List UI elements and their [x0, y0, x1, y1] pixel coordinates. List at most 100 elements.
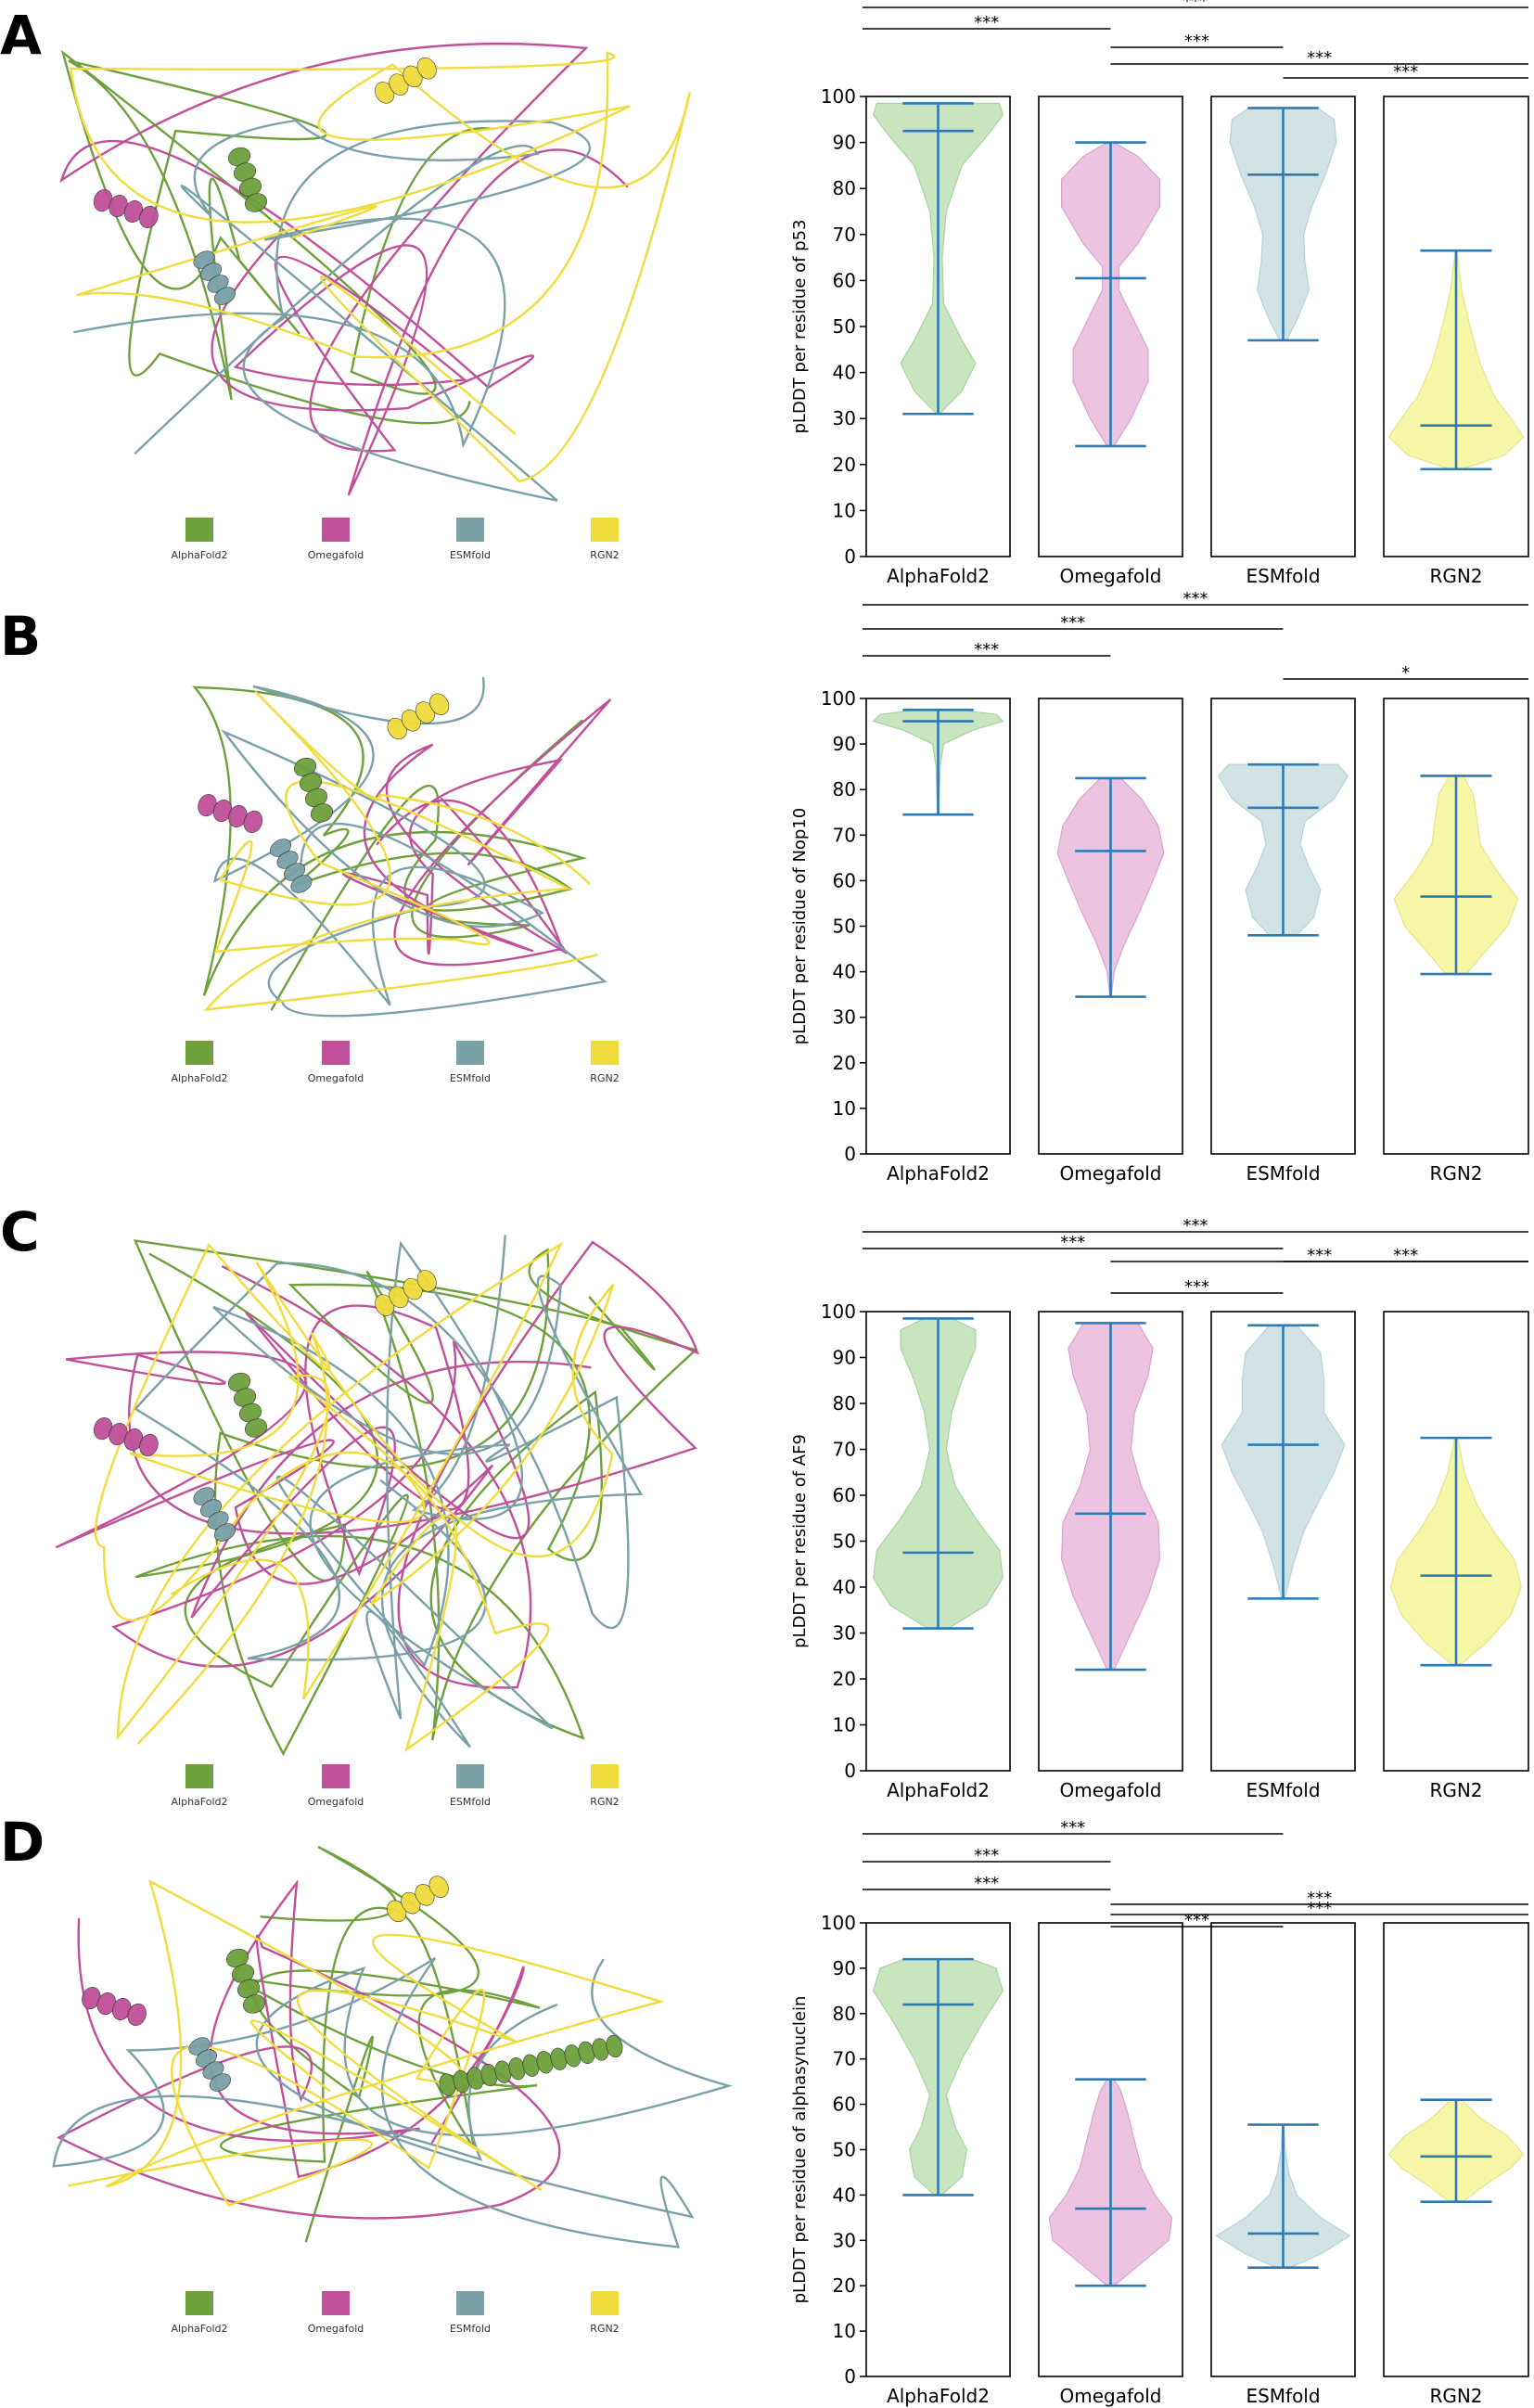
significance-label: ***	[1183, 0, 1208, 11]
structure-panel-C: C AlphaFold2 Omegafold ESMfold RGN2	[0, 1200, 699, 1808]
y-tick-label: 80	[833, 2003, 856, 2025]
legend-label: Omegafold	[308, 2323, 364, 2335]
significance-label: ***	[1060, 613, 1085, 633]
y-tick-label: 50	[833, 916, 856, 938]
y-tick-label: 30	[833, 2229, 856, 2251]
significance-label: ***	[1393, 1246, 1418, 1265]
chart-layer: pLDDT per residue of p53 0 10 20 30 40 50 60 70 8…	[790, 0, 1529, 2407]
ribbon-3	[70, 51, 691, 483]
helix-icon	[227, 147, 268, 212]
panel-letter: A	[0, 4, 42, 67]
y-tick-label: 50	[833, 1531, 856, 1553]
legend: AlphaFold2 Omegafold ESMfold RGN2	[172, 518, 620, 561]
y-tick-label: 90	[833, 1957, 856, 1979]
x-tick-label: ESMfold	[1246, 1779, 1320, 1801]
y-tick-label: 70	[833, 2048, 856, 2070]
x-tick-label: RGN2	[1429, 1162, 1482, 1185]
panel-letter: D	[0, 1811, 45, 1874]
helix-icon	[93, 1416, 159, 1457]
subplot-frame	[865, 1311, 1011, 1772]
violin-ESMfold: ESMfold	[1210, 698, 1356, 1185]
ribbon-2	[73, 119, 592, 502]
significance-label: ***	[974, 640, 999, 660]
y-tick-label: 40	[833, 1576, 856, 1598]
y-tick-label: 90	[833, 132, 856, 154]
x-tick-label: RGN2	[1429, 2385, 1482, 2407]
legend-swatch	[591, 518, 619, 542]
helix-icon	[198, 793, 263, 834]
panel-letter: C	[0, 1200, 40, 1263]
legend: AlphaFold2 Omegafold ESMfold RGN2	[172, 1041, 620, 1084]
helix-icon	[93, 188, 159, 229]
legend-swatch	[456, 2291, 484, 2315]
x-tick-label: ESMfold	[1246, 2385, 1320, 2407]
ribbon-1	[56, 1878, 561, 2220]
helix-icon	[82, 1986, 147, 2027]
y-tick-label: 20	[833, 2274, 856, 2297]
legend-swatch	[322, 2291, 350, 2315]
y-tick-label: 100	[821, 1912, 856, 1934]
y-tick-label: 60	[833, 869, 856, 891]
y-tick-label: 70	[833, 1439, 856, 1461]
y-tick-label: 30	[833, 1622, 856, 1645]
y-tick-label: 60	[833, 2094, 856, 2116]
x-tick-label: ESMfold	[1246, 565, 1320, 587]
helix-icon	[439, 2034, 623, 2096]
significance-label: ***	[1307, 1889, 1332, 1908]
x-tick-label: AlphaFold2	[887, 1779, 990, 1801]
y-tick-label: 20	[833, 1052, 856, 1074]
x-tick-label: Omegafold	[1059, 1162, 1161, 1185]
helix-icon	[270, 839, 313, 893]
y-tick-label: 50	[833, 315, 856, 338]
legend-swatch	[185, 1764, 213, 1788]
y-tick-label: 0	[844, 2365, 856, 2388]
subplot-frame	[1383, 1922, 1529, 2377]
legend-swatch	[322, 518, 350, 542]
helix-icon	[227, 1372, 268, 1438]
helix-icon	[188, 2037, 231, 2092]
ribbon-1	[341, 698, 612, 967]
y-tick-label: 40	[833, 362, 856, 384]
ribbon-1	[55, 1240, 699, 1689]
significance-label: ***	[974, 1846, 999, 1865]
violin-ESMfold: ESMfold	[1210, 1922, 1356, 2407]
legend: AlphaFold2 Omegafold ESMfold RGN2	[172, 2291, 620, 2335]
legend-swatch	[185, 518, 213, 542]
legend: AlphaFold2 Omegafold ESMfold RGN2	[172, 1764, 620, 1808]
helix-icon	[193, 250, 236, 305]
y-tick-label: 100	[821, 687, 856, 710]
legend-swatch	[591, 2291, 619, 2315]
significance-label: ***	[1184, 32, 1209, 51]
x-tick-label: Omegafold	[1059, 565, 1161, 587]
y-tick-label: 40	[833, 2184, 856, 2206]
subplot-frame	[865, 96, 1011, 557]
violin-ESMfold: ESMfold	[1210, 1311, 1356, 1801]
violin-ESMfold: ESMfold	[1210, 96, 1356, 587]
significance-label: ***	[1184, 1277, 1209, 1297]
x-tick-label: Omegafold	[1059, 1779, 1161, 1801]
x-tick-label: ESMfold	[1246, 1162, 1320, 1185]
ribbon-0	[192, 685, 588, 1011]
legend-swatch	[591, 1764, 619, 1788]
helix-icon	[387, 1876, 449, 1923]
x-tick-label: Omegafold	[1059, 2385, 1161, 2407]
y-tick-label: 60	[833, 269, 856, 291]
significance-label: ***	[974, 1874, 999, 1893]
x-tick-label: RGN2	[1429, 1779, 1482, 1801]
legend-swatch	[185, 1041, 213, 1065]
subplot-frame	[865, 698, 1011, 1155]
y-tick-label: 60	[833, 1484, 856, 1506]
y-axis-label: pLDDT per residue of p53	[790, 219, 810, 433]
significance-annotations: **********	[863, 589, 1528, 683]
subplot-frame	[1383, 96, 1529, 557]
ribbon-2	[52, 1956, 733, 2248]
y-tick-label: 100	[821, 1300, 856, 1323]
legend-label: AlphaFold2	[172, 1072, 228, 1084]
legend-label: ESMfold	[450, 1796, 491, 1808]
subplot-frame	[1038, 96, 1183, 557]
legend-label: AlphaFold2	[172, 1796, 228, 1808]
violin-Omegafold: Omegafold	[1038, 96, 1183, 587]
violin-chart-A: pLDDT per residue of p53 0 10 20 30 40 50 60 70 8…	[790, 0, 1529, 587]
significance-label: ***	[1184, 1911, 1209, 1930]
